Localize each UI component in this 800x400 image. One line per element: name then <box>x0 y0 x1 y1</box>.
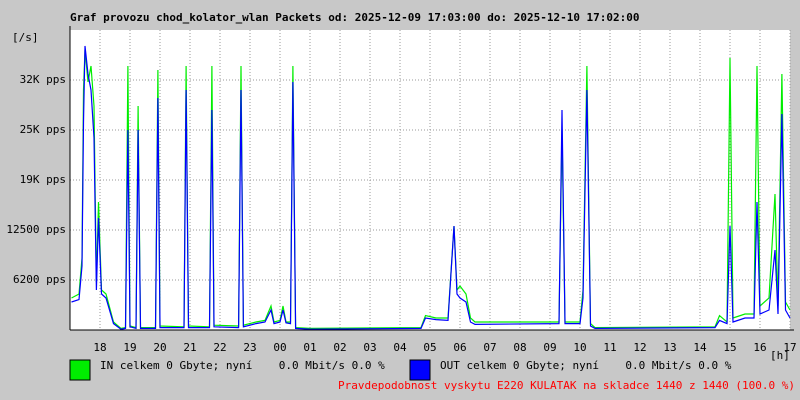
x-tick-label: 08 <box>513 341 526 354</box>
x-tick-label: 09 <box>543 341 556 354</box>
x-tick-label: 06 <box>453 341 466 354</box>
x-axis-label: [h] <box>770 349 790 362</box>
x-tick-label: 21 <box>183 341 196 354</box>
y-tick-label: 19K pps <box>20 173 66 186</box>
x-tick-label: 07 <box>483 341 496 354</box>
x-tick-label: 16 <box>753 341 766 354</box>
y-axis-label: [/s] <box>12 31 39 44</box>
x-tick-label: 14 <box>693 341 707 354</box>
note: Pravdepodobnost vyskytu E220 KULATAK na … <box>338 379 795 392</box>
x-tick-label: 04 <box>393 341 407 354</box>
x-tick-label: 00 <box>273 341 286 354</box>
chart-title: Graf provozu chod_kolator_wlan Packets o… <box>70 11 640 24</box>
legend-label: OUT celkem 0 Gbyte; nyní 0.0 Mbit/s 0.0 … <box>440 359 732 372</box>
x-tick-label: 02 <box>333 341 346 354</box>
x-tick-label: 19 <box>123 341 136 354</box>
series-line <box>71 45 791 330</box>
x-tick-label: 13 <box>663 341 676 354</box>
x-tick-label: 03 <box>363 341 376 354</box>
legend-label: IN celkem 0 Gbyte; nyní 0.0 Mbit/s 0.0 % <box>100 359 385 372</box>
x-tick-label: 05 <box>423 341 436 354</box>
x-tick-label: 23 <box>243 341 256 354</box>
legend-swatch <box>69 359 91 381</box>
x-tick-label: 18 <box>93 341 106 354</box>
x-tick-label: 22 <box>213 341 226 354</box>
x-tick-label: 17 <box>783 341 796 354</box>
x-tick-label: 15 <box>723 341 736 354</box>
legend-swatch <box>409 359 431 381</box>
y-tick-label: 32K pps <box>20 73 66 86</box>
y-tick-label: 12500 pps <box>6 223 66 236</box>
x-tick-label: 12 <box>633 341 646 354</box>
x-tick-label: 11 <box>603 341 616 354</box>
y-tick-label: 6200 pps <box>13 273 66 286</box>
x-tick-label: 10 <box>573 341 586 354</box>
x-tick-label: 01 <box>303 341 316 354</box>
y-tick-label: 25K pps <box>20 123 66 136</box>
x-tick-label: 20 <box>153 341 166 354</box>
